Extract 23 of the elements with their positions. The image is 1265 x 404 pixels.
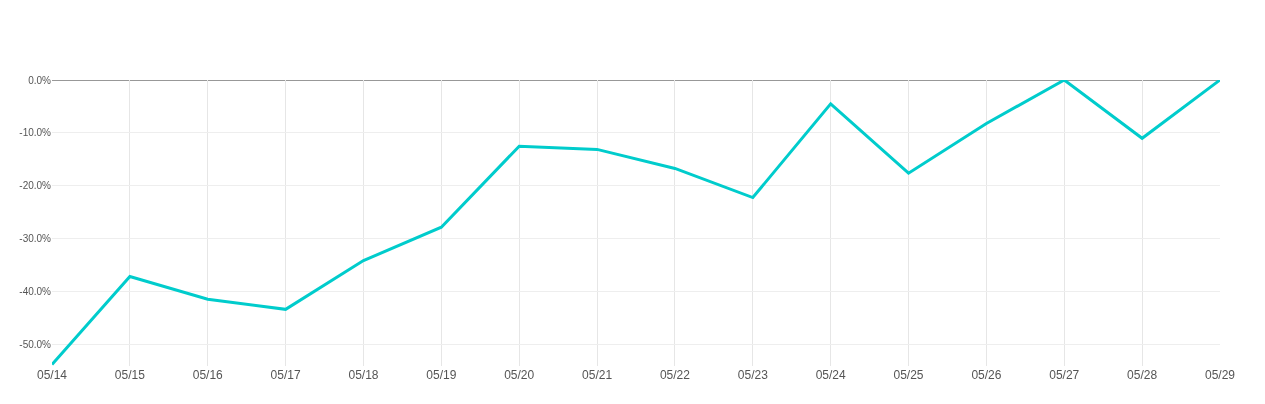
x-tick-label: 05/17 bbox=[270, 368, 301, 382]
x-tick-label: 05/23 bbox=[737, 368, 769, 382]
x-tick-label: 05/15 bbox=[114, 368, 146, 382]
y-tick-label: -20.0% bbox=[19, 180, 52, 192]
x-tick-label: 05/29 bbox=[1204, 368, 1236, 382]
y-tick-label: 0.0% bbox=[28, 74, 52, 86]
x-tick-label: 05/18 bbox=[348, 368, 379, 382]
x-tick-label: 05/19 bbox=[426, 368, 457, 382]
x-tick-label: 05/21 bbox=[582, 368, 613, 382]
x-tick-label: 05/25 bbox=[893, 368, 924, 382]
x-tick-label: 05/28 bbox=[1127, 368, 1158, 382]
x-tick-label: 05/14 bbox=[36, 368, 68, 382]
x-tick-label: 05/24 bbox=[815, 368, 847, 382]
x-tick-label: 05/16 bbox=[192, 368, 224, 382]
x-tick-label: 05/22 bbox=[659, 368, 691, 382]
y-tick-label: -10.0% bbox=[19, 127, 52, 139]
y-tick-label: -30.0% bbox=[19, 233, 52, 245]
y-tick-label: -40.0% bbox=[19, 286, 52, 298]
x-tick-label: 05/26 bbox=[971, 368, 1002, 382]
x-tick-label: 05/27 bbox=[1049, 368, 1080, 382]
line-series bbox=[52, 80, 1220, 366]
y-tick-label: -50.0% bbox=[19, 339, 52, 351]
x-tick-label: 05/20 bbox=[504, 368, 535, 382]
